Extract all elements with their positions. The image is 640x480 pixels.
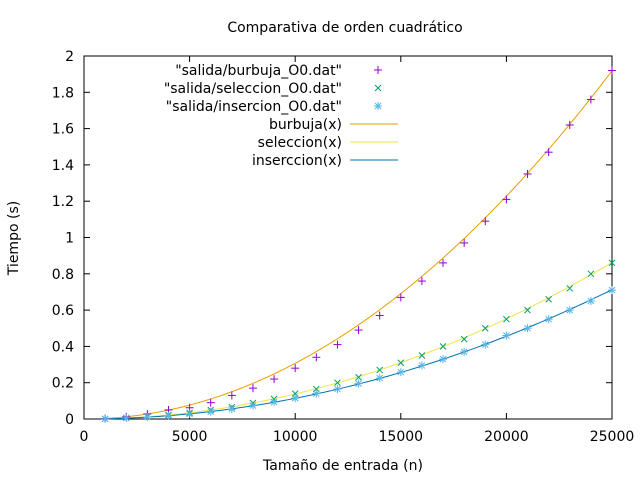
point-s1-20 [524, 306, 531, 314]
point-s0-5 [206, 398, 215, 407]
point-s1-16 [439, 343, 447, 350]
point-s2-24 [608, 286, 616, 295]
point-s2-10 [312, 389, 321, 398]
x-tick-label: 25000 [590, 429, 635, 445]
point-s1-24 [608, 259, 616, 267]
legend-label-4: seleccion(x) [258, 135, 342, 151]
plot-border [83, 55, 613, 420]
point-s0-23 [586, 95, 595, 104]
legend-marker-0 [374, 66, 382, 74]
point-s1-22 [566, 284, 574, 292]
point-s0-24 [608, 66, 616, 75]
point-s0-19 [502, 195, 511, 204]
point-s1-11 [334, 379, 341, 387]
y-axis-label: Tiempo (s) [6, 201, 22, 276]
legend-marker-2 [374, 102, 382, 110]
point-s1-14 [397, 359, 405, 367]
x-tick-label: 20000 [484, 429, 529, 445]
y-tick-label: 2 [65, 49, 74, 65]
y-tick-label: 1.8 [52, 85, 74, 101]
point-s0-9 [291, 364, 300, 373]
point-s0-17 [460, 238, 469, 247]
y-tick-label: 1 [65, 231, 74, 247]
x-axis-label: Tamaño de entrada (n) [262, 458, 423, 474]
curve-4 [105, 262, 613, 420]
point-s0-18 [481, 217, 490, 226]
legend-marker-1 [374, 84, 382, 92]
axis-ticks: 0 5000 10000 15000 20000 25000 0 0.2 0.4 0.6 0.8 1 1… [52, 49, 635, 445]
point-s0-7 [248, 384, 257, 393]
point-s2-20 [523, 324, 532, 333]
y-tick-label: 1.2 [52, 194, 74, 210]
data-points [101, 66, 616, 423]
point-s0-21 [544, 148, 553, 157]
point-s2-19 [502, 331, 511, 340]
point-s0-11 [333, 340, 342, 349]
point-s0-15 [417, 277, 426, 286]
point-s2-16 [439, 355, 448, 364]
point-s2-7 [248, 401, 257, 410]
point-s2-2 [143, 413, 152, 422]
legend-label-2: "salida/insercion_O0.dat" [166, 99, 342, 115]
point-s0-10 [312, 353, 321, 362]
chart-title: Comparativa de orden cuadrático [227, 20, 462, 36]
point-s2-3 [164, 411, 173, 420]
y-tick-label: 0.2 [52, 376, 74, 392]
legend-label-0: "salida/burbuja_O0.dat" [175, 63, 342, 79]
point-s2-9 [291, 394, 300, 403]
y-tick-label: 0.4 [52, 339, 74, 355]
y-tick-label: 0.8 [52, 267, 74, 283]
point-s2-23 [586, 297, 595, 306]
y-tick-label: 1.6 [52, 122, 74, 138]
point-s0-6 [227, 391, 236, 400]
point-s1-17 [460, 335, 468, 343]
point-s0-12 [354, 326, 363, 335]
plot-frame [83, 55, 613, 420]
point-s2-18 [481, 340, 490, 349]
point-s0-8 [270, 375, 279, 384]
point-s1-15 [418, 352, 426, 359]
x-tick-label: 15000 [379, 429, 424, 445]
point-s2-22 [565, 306, 574, 315]
point-s2-4 [185, 409, 194, 418]
point-s2-11 [333, 385, 342, 394]
point-s2-8 [270, 398, 279, 407]
y-tick-label: 1.4 [52, 158, 74, 174]
point-s2-5 [206, 407, 215, 416]
fit-curves [105, 70, 613, 420]
point-s1-21 [545, 295, 552, 303]
point-s2-13 [375, 374, 384, 383]
point-s2-12 [354, 379, 363, 388]
y-tick-label: 0 [65, 412, 74, 428]
point-s2-17 [460, 347, 469, 356]
legend-label-1: "salida/seleccion_O0.dat" [164, 81, 342, 97]
point-s0-20 [523, 169, 532, 178]
point-s0-13 [375, 311, 384, 320]
point-s2-15 [417, 361, 426, 370]
point-s1-23 [587, 270, 595, 278]
x-tick-label: 10000 [273, 429, 318, 445]
point-s1-19 [503, 315, 510, 323]
legend: "salida/burbuja_O0.dat" "salida/seleccion… [164, 63, 398, 169]
point-s2-14 [396, 368, 405, 377]
curve-3 [105, 70, 613, 419]
point-s1-13 [376, 366, 384, 374]
point-s0-22 [565, 120, 574, 129]
curve-5 [105, 289, 613, 420]
legend-label-3: burbuja(x) [269, 117, 342, 133]
x-tick-label: 0 [80, 429, 89, 445]
y-tick-label: 0.6 [52, 303, 74, 319]
point-s2-21 [544, 315, 553, 324]
point-s2-0 [101, 414, 110, 423]
point-s2-6 [227, 405, 236, 414]
point-s1-18 [481, 324, 489, 332]
x-tick-label: 5000 [172, 429, 208, 445]
point-s0-16 [439, 258, 448, 267]
point-s1-12 [355, 373, 362, 381]
point-s2-1 [122, 414, 131, 423]
point-s0-14 [396, 293, 405, 302]
legend-label-5: inserccion(x) [252, 153, 342, 169]
